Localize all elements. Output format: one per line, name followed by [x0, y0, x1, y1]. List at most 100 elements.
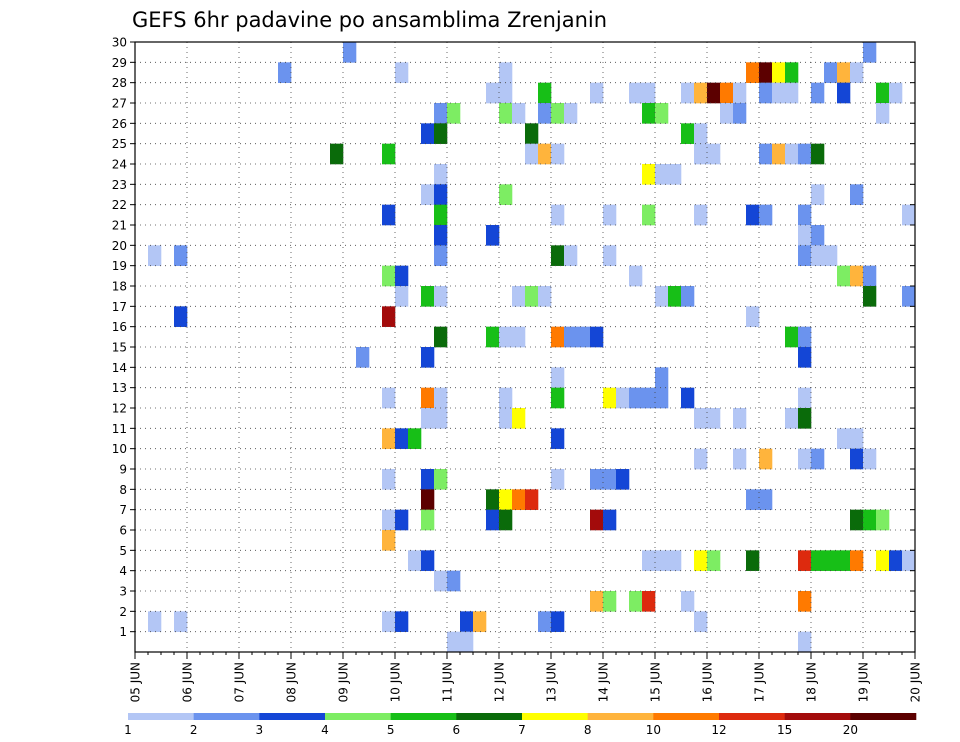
heatmap-cell	[746, 306, 760, 327]
heatmap-cell	[486, 489, 500, 510]
heatmap-cell	[733, 448, 747, 470]
y-tick-label: 3	[119, 585, 127, 599]
heatmap-cell	[499, 326, 513, 348]
heatmap-cell	[798, 387, 812, 409]
heatmap-cell	[421, 509, 435, 531]
heatmap-cell	[863, 42, 877, 63]
heatmap-cell	[395, 509, 409, 531]
heatmap-cell	[876, 550, 890, 571]
heatmap-cell	[395, 286, 409, 307]
heatmap-cell	[837, 265, 851, 287]
heatmap-cell	[421, 550, 435, 571]
heatmap-cell	[759, 82, 773, 104]
grid-lines	[135, 42, 915, 652]
heatmap-cell	[447, 570, 461, 592]
heatmap-cell	[707, 550, 721, 571]
heatmap-cell	[590, 82, 604, 104]
y-tick-label: 2	[119, 605, 127, 619]
colorbar-label: 10	[646, 723, 661, 737]
heatmap-cell	[551, 103, 565, 124]
heatmap-cell	[811, 225, 825, 246]
heatmap-cell	[629, 591, 643, 612]
y-tick-label: 16	[112, 320, 127, 334]
heatmap-cell	[564, 103, 578, 124]
heatmap-cell	[642, 387, 656, 409]
heatmap-cell	[785, 82, 799, 104]
heatmap-cell	[668, 550, 682, 571]
heatmap-cell	[512, 286, 526, 307]
y-tick-label: 20	[112, 239, 127, 253]
heatmap-cell	[811, 245, 825, 266]
heatmap-cell	[421, 489, 435, 510]
heatmap-cell	[785, 62, 799, 83]
heatmap-cell	[694, 448, 708, 470]
heatmap-cell	[603, 204, 617, 226]
heatmap-cell	[824, 62, 838, 83]
heatmap-cell	[798, 448, 812, 470]
heatmap-cell	[499, 387, 513, 409]
heatmap-cell	[382, 469, 396, 490]
heatmap-cell	[733, 103, 747, 124]
heatmap-cell	[850, 550, 864, 571]
heatmap-cell	[759, 448, 773, 470]
heatmap-cell	[902, 550, 916, 571]
heatmap-cell	[720, 103, 734, 124]
heatmap-cell	[642, 204, 656, 226]
heatmap-cell	[395, 265, 409, 287]
heatmap-cell	[525, 143, 539, 165]
heatmap-cell	[603, 591, 617, 612]
heatmap-cell	[863, 286, 877, 307]
heatmap-cell	[525, 123, 539, 144]
heatmap-cell	[785, 408, 799, 429]
heatmap-cell	[148, 611, 162, 632]
heatmap-cell	[616, 387, 630, 409]
heatmap-cell	[421, 286, 435, 307]
heatmap-cell	[590, 326, 604, 348]
heatmap-cell	[486, 326, 500, 348]
heatmap-cell	[850, 428, 864, 449]
heatmap-cell	[668, 286, 682, 307]
heatmap-cell	[434, 326, 448, 348]
heatmap-cell	[798, 225, 812, 246]
heatmap-cell	[356, 347, 370, 368]
heatmap-cell	[655, 286, 669, 307]
y-tick-label: 19	[112, 259, 127, 273]
heatmap-cell	[642, 103, 656, 124]
heatmap-cell	[798, 408, 812, 429]
y-tick-label: 26	[112, 117, 127, 131]
x-tick-label: 05 JUN	[129, 662, 143, 702]
x-tick-label: 13 JUN	[545, 662, 559, 702]
heatmap-cell	[772, 82, 786, 104]
heatmap-cell	[512, 326, 526, 348]
heatmap-cell	[655, 367, 669, 388]
heatmap-cell	[382, 306, 396, 327]
heatmap-cell	[382, 509, 396, 531]
heatmap-cell	[382, 204, 396, 226]
heatmap-cell	[850, 265, 864, 287]
heatmap-cell	[447, 631, 461, 653]
y-tick-label: 21	[112, 219, 127, 233]
heatmap-cell	[395, 611, 409, 632]
heatmap-cell	[434, 469, 448, 490]
heatmap-cell	[798, 631, 812, 653]
heatmap-cell	[499, 82, 513, 104]
heatmap-cell	[759, 204, 773, 226]
heatmap-cell	[629, 265, 643, 287]
heatmap-cell	[733, 82, 747, 104]
heatmap-cell	[564, 245, 578, 266]
heatmap-cell	[512, 103, 526, 124]
heatmap-cell	[551, 204, 565, 226]
heatmap-cell	[551, 469, 565, 490]
heatmap-cell	[408, 550, 422, 571]
heatmap-cell	[694, 143, 708, 165]
heatmap-cell	[421, 347, 435, 368]
colorbar-swatch	[522, 713, 588, 720]
heatmap-cell	[837, 62, 851, 83]
y-tick-label: 5	[119, 544, 127, 558]
heatmap-cell	[824, 550, 838, 571]
y-axis-ticks: 1234567891011121314151617181920212223242…	[112, 36, 915, 639]
heatmap-cell	[434, 204, 448, 226]
y-tick-label: 9	[119, 463, 127, 477]
heatmap-cell	[811, 550, 825, 571]
heatmap-cell	[772, 143, 786, 165]
